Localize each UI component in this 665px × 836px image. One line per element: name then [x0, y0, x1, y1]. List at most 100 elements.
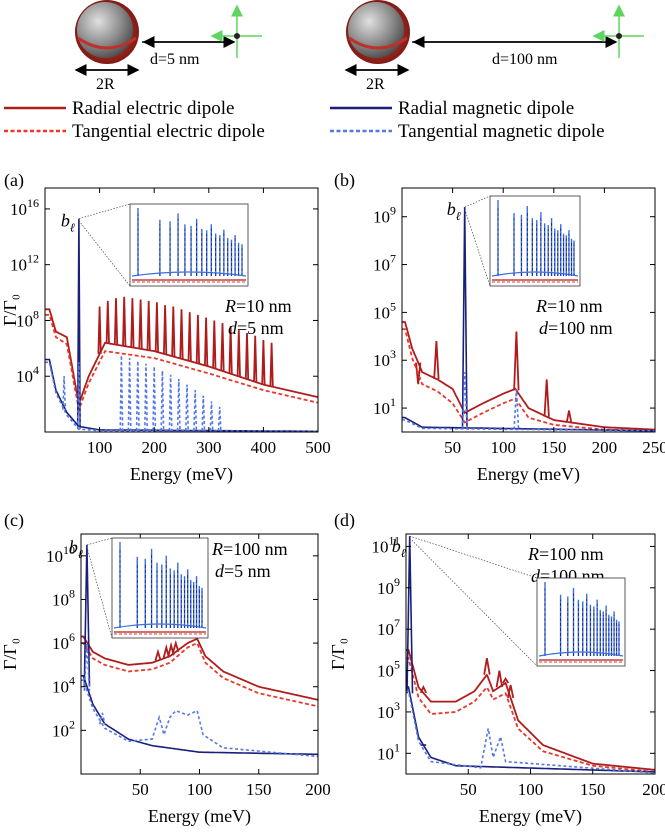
- series-line: [81, 679, 318, 758]
- peak-mark: [495, 670, 503, 688]
- legend-item-radial-magnetic: Radial magnetic dipole: [330, 98, 574, 119]
- schematic-left: d=5 nm 2R: [74, 0, 262, 93]
- peak-mark: [193, 390, 198, 431]
- peak-mark: [144, 363, 148, 431]
- peak-mark: [154, 648, 162, 661]
- dipole-right-icon: [592, 4, 644, 58]
- zoom-inset: [129, 203, 249, 287]
- diameter-label-right: 2R: [366, 76, 385, 93]
- y-tick-label: 108: [52, 586, 75, 609]
- y-tick-label: 1010: [46, 543, 75, 566]
- x-tick-label: 500: [305, 438, 331, 457]
- y-tick-label: 101: [377, 740, 400, 763]
- x-tick-label: 100: [490, 438, 516, 457]
- y-axis-label: Γ/Γ₀: [328, 638, 348, 670]
- series-line: [406, 649, 655, 771]
- series-line: [402, 419, 655, 432]
- y-tick-label: 101: [373, 395, 396, 418]
- bl-mode-label: bℓ: [69, 537, 83, 561]
- peak-mark: [135, 360, 140, 431]
- legend-label: Tangential magnetic dipole: [398, 121, 605, 142]
- series-line: [402, 321, 655, 431]
- peak-mark: [98, 712, 106, 725]
- peak-mark: [122, 296, 127, 347]
- x-tick-label: 100: [87, 438, 113, 457]
- y-tick-label: 1011: [371, 533, 400, 556]
- annotation-radius: R=10 nm: [535, 296, 603, 316]
- peak-mark: [185, 384, 189, 431]
- peak-mark: [212, 320, 217, 369]
- x-axis-label: Energy (meV): [477, 464, 580, 485]
- x-tick-label: 150: [541, 438, 567, 457]
- peak-mark: [461, 372, 468, 429]
- peak-mark: [176, 378, 181, 431]
- inset-connector: [86, 537, 113, 546]
- peak-mark: [419, 684, 428, 694]
- peak-mark: [167, 641, 175, 656]
- x-tick-label: 200: [305, 780, 331, 799]
- inset-connector: [464, 209, 491, 287]
- annotation-radius: R=100 nm: [527, 544, 604, 564]
- peak-mark: [127, 358, 132, 431]
- peak-mark: [217, 406, 222, 432]
- peak-mark: [506, 684, 515, 699]
- panel-a: (a) 100 200 300 400 500 104 108 1012 1016 Energy (…: [0, 170, 331, 485]
- inset-connector: [78, 220, 131, 287]
- series-line: [406, 657, 655, 773]
- y-tick-label: 1012: [10, 252, 39, 275]
- x-axis-label: Energy (meV): [130, 464, 233, 485]
- zoom-inset: [489, 195, 581, 287]
- peak-mark: [130, 298, 135, 348]
- peak-mark: [513, 331, 520, 391]
- panel-d: (d) 50 100 150 200 101 103 105 107 109 1011 Energy …: [328, 510, 665, 827]
- annotation-distance: d=100 nm: [539, 318, 613, 338]
- y-tick-label: 105: [377, 658, 400, 681]
- peak-mark: [502, 677, 510, 684]
- peak-mark: [244, 332, 250, 380]
- peak-mark: [209, 401, 214, 432]
- annotation-radius: R=100 nm: [211, 539, 288, 559]
- peak-mark: [76, 362, 81, 430]
- peak-mark: [513, 388, 520, 430]
- panel-label: (b): [334, 170, 355, 191]
- series-line: [81, 641, 318, 708]
- y-tick-label: 108: [16, 307, 39, 330]
- peak-mark: [195, 314, 200, 364]
- bl-mode-label: bℓ: [61, 211, 75, 235]
- peak-mark: [269, 342, 274, 387]
- panel-label: (d): [334, 510, 355, 531]
- panel-label: (a): [4, 170, 24, 191]
- x-tick-label: 150: [580, 780, 606, 799]
- distance-label-right: d=100 nm: [492, 51, 558, 68]
- x-tick-label: 250: [642, 438, 665, 457]
- x-tick-label: 100: [187, 780, 213, 799]
- peak-mark: [433, 341, 440, 379]
- inset-connector: [409, 535, 538, 579]
- axes-frame: [44, 187, 319, 433]
- peak-mark: [146, 300, 151, 351]
- peak-mark: [162, 643, 170, 658]
- peak-mark: [187, 312, 192, 362]
- annotation-distance: d=5 nm: [228, 318, 284, 338]
- y-tick-label: 103: [373, 347, 396, 370]
- sphere-left-icon: [75, 0, 139, 64]
- peak-mark: [152, 366, 157, 431]
- y-tick-label: 109: [377, 575, 400, 598]
- peak-mark: [119, 355, 124, 431]
- peak-mark: [201, 395, 206, 431]
- y-tick-label: 106: [52, 630, 75, 653]
- peak-mark: [406, 536, 414, 694]
- y-tick-label: 105: [373, 299, 396, 322]
- y-tick-label: 102: [52, 717, 75, 740]
- distance-label-left: d=5 nm: [150, 51, 200, 68]
- peak-mark: [261, 339, 266, 385]
- x-tick-label: 150: [246, 780, 272, 799]
- y-axis-label: Γ/Γ₀: [0, 638, 20, 670]
- x-tick-label: 300: [196, 438, 222, 457]
- x-axis-label: Energy (meV): [479, 806, 582, 827]
- panel-b: (b) 50 100 150 200 250 101 103 105 107 109 Energy (…: [334, 170, 665, 485]
- series-group: [45, 218, 318, 432]
- x-tick-label: 200: [592, 438, 618, 457]
- x-tick-label: 50: [444, 438, 461, 457]
- series-group: [406, 536, 655, 774]
